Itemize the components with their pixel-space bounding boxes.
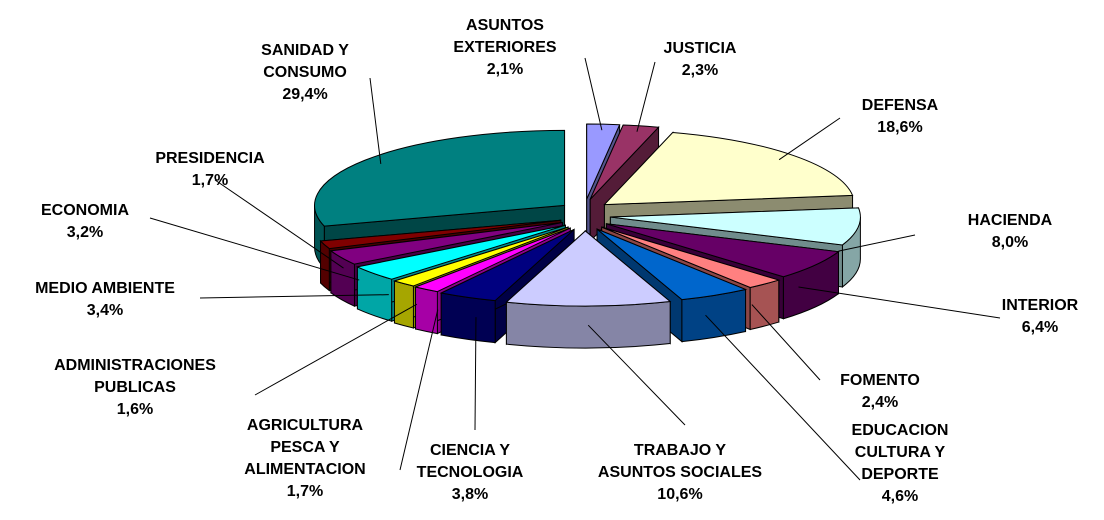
leader-line xyxy=(838,234,916,252)
value-label: 1,7% xyxy=(286,483,324,500)
category-label: CIENCIA Y TECNOLOGIA xyxy=(416,442,524,481)
slice-top xyxy=(603,131,854,206)
leader-line xyxy=(751,304,821,381)
data-label: TRABAJO Y ASUNTOS SOCIALES 10,6% xyxy=(598,440,762,506)
category-label: DEFENSA xyxy=(861,97,939,114)
data-label: CIENCIA Y TECNOLOGIA 3,8% xyxy=(417,440,524,506)
value-label: 3,4% xyxy=(86,302,124,319)
category-label: PRESIDENCIA xyxy=(155,150,265,167)
data-label: ADMINISTRACIONES PUBLICAS 1,6% xyxy=(54,355,216,421)
leader-line xyxy=(149,217,360,281)
data-label: DEFENSA 18,6% xyxy=(862,95,938,139)
data-label: MEDIO AMBIENTE 3,4% xyxy=(35,278,175,322)
data-label: PRESIDENCIA 1,7% xyxy=(155,148,264,192)
slice-top xyxy=(355,224,566,280)
category-label: ASUNTOS EXTERIORES xyxy=(453,17,557,56)
category-label: ADMINISTRACIONES PUBLICAS xyxy=(54,357,216,396)
slice-top xyxy=(329,222,563,265)
value-label: 2,4% xyxy=(861,394,899,411)
value-label: 2,3% xyxy=(681,62,719,79)
data-label: JUSTICIA 2,3% xyxy=(664,38,737,82)
slice xyxy=(505,229,672,349)
slice-top xyxy=(589,124,660,200)
slice-top xyxy=(606,223,840,278)
category-label: FOMENTO xyxy=(840,372,920,389)
value-label: 10,6% xyxy=(657,486,703,503)
category-label: HACIENDA xyxy=(967,212,1053,229)
leader-line xyxy=(254,303,418,396)
slice-top xyxy=(596,228,748,301)
category-label: TRABAJO Y ASUNTOS SOCIALES xyxy=(597,442,763,481)
slice-top xyxy=(319,219,561,250)
category-label: INTERIOR xyxy=(1001,297,1079,314)
category-label: MEDIO AMBIENTE xyxy=(35,280,175,297)
value-label: 18,6% xyxy=(877,119,923,136)
value-label: 3,2% xyxy=(66,224,104,241)
value-label: 1,6% xyxy=(116,401,154,418)
leader-line xyxy=(214,179,344,269)
value-label: 29,4% xyxy=(282,86,328,103)
data-label: ASUNTOS EXTERIORES 2,1% xyxy=(453,15,556,81)
category-label: SANIDAD Y CONSUMO xyxy=(261,42,349,81)
category-label: EDUCACION CULTURA Y DEPORTE xyxy=(851,422,949,483)
leader-line xyxy=(587,324,686,426)
slice-top xyxy=(601,226,781,288)
value-label: 8,0% xyxy=(991,234,1029,251)
data-label: ECONOMIA 3,2% xyxy=(41,200,129,244)
value-label: 4,6% xyxy=(881,488,919,505)
value-label: 2,1% xyxy=(486,61,524,78)
slice-wall xyxy=(393,280,414,329)
slice-top xyxy=(413,227,571,293)
leader-line xyxy=(369,77,382,164)
category-label: JUSTICIA xyxy=(663,40,737,57)
data-label: HACIENDA 8,0% xyxy=(968,210,1052,254)
slice-top xyxy=(610,207,861,246)
leader-line xyxy=(636,61,656,132)
data-label: INTERIOR 6,4% xyxy=(1002,295,1078,339)
category-label: AGRICULTURA PESCA Y ALIMENTACION xyxy=(244,417,366,478)
leader-line xyxy=(584,57,603,131)
slice-wall xyxy=(749,279,780,331)
leader-line xyxy=(798,286,1001,319)
slice-top xyxy=(392,226,569,287)
value-label: 1,7% xyxy=(191,172,229,189)
slice-wall xyxy=(440,292,496,344)
data-label: FOMENTO 2,4% xyxy=(840,370,920,414)
slice-top xyxy=(505,230,672,307)
leader-line xyxy=(399,309,439,471)
data-label: AGRICULTURA PESCA Y ALIMENTACION 1,7% xyxy=(244,415,365,503)
data-label: EDUCACION CULTURA Y DEPORTE 4,6% xyxy=(852,420,949,508)
slice-wall xyxy=(320,239,330,292)
value-label: 3,8% xyxy=(451,486,489,503)
slice-top xyxy=(439,229,575,302)
value-label: 6,4% xyxy=(1021,319,1059,336)
leader-line xyxy=(778,117,841,161)
slice-wall xyxy=(505,300,671,349)
data-label: SANIDAD Y CONSUMO 29,4% xyxy=(261,40,349,106)
leader-line xyxy=(705,314,861,481)
leader-line xyxy=(199,294,389,299)
slice-top xyxy=(586,123,621,200)
category-label: ECONOMIA xyxy=(41,202,129,219)
leader-line xyxy=(474,317,477,431)
slice-top xyxy=(314,129,566,227)
